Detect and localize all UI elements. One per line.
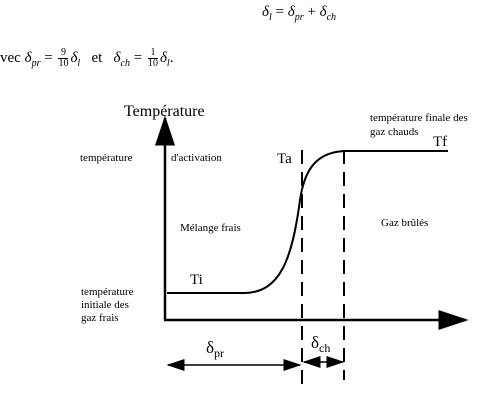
point-label: Ti	[190, 272, 203, 288]
operator: =	[44, 49, 53, 66]
numerator: 1	[150, 47, 156, 58]
symbol: δ	[70, 49, 78, 66]
numerator: 9	[60, 47, 66, 58]
fraction: 9 10	[58, 47, 69, 69]
symbol: δ	[311, 333, 319, 352]
annotation: gaz frais	[81, 312, 119, 324]
point-label: Tf	[433, 134, 447, 150]
region-label: Gaz brûlés	[381, 217, 428, 229]
subscript: l	[77, 57, 81, 69]
annotation: initiale des	[81, 299, 129, 311]
symbol: δ	[159, 49, 167, 66]
dimension-label: δch	[311, 333, 330, 355]
axis-label: Température	[124, 103, 205, 120]
operator: =	[275, 4, 284, 20]
region-label: Mélange frais	[180, 222, 241, 234]
operator: =	[133, 49, 143, 66]
symbol: δ	[287, 4, 295, 20]
text: et	[91, 49, 103, 66]
temperature-curve	[167, 150, 448, 294]
subscript: pr	[31, 57, 41, 69]
symbol: δ	[113, 49, 121, 66]
annotation: température finale des	[370, 112, 468, 124]
text: vec	[0, 49, 21, 66]
symbol: δ	[24, 49, 32, 66]
denominator: 10	[147, 58, 158, 69]
annotation: température	[81, 286, 134, 298]
subscript: l	[166, 57, 170, 69]
subscript: pr	[214, 346, 224, 360]
symbol: δ	[262, 4, 269, 20]
labels: Température température d'activation Ta temp…	[80, 103, 468, 360]
operator: +	[307, 4, 316, 20]
dimension-label: δpr	[206, 338, 224, 360]
subscript: ch	[326, 12, 337, 23]
text: .	[169, 49, 174, 66]
annotation: gaz chauds	[370, 126, 419, 138]
point-label: Ta	[277, 151, 292, 167]
subscript: ch	[120, 57, 130, 69]
subscript: ch	[319, 341, 330, 355]
symbol: δ	[206, 338, 214, 357]
denominator: 10	[58, 58, 69, 69]
fraction: 1 10	[147, 47, 158, 69]
symbol: δ	[319, 4, 327, 20]
subscript: pr	[294, 12, 304, 23]
subscript: l	[268, 12, 272, 23]
annotation: d'activation	[171, 152, 222, 164]
annotation: température	[80, 152, 133, 164]
equation: δl = δpr + δch	[262, 4, 336, 23]
definition: vec δpr = 9 10 δl et δch = 1 10 δl.	[0, 48, 173, 69]
